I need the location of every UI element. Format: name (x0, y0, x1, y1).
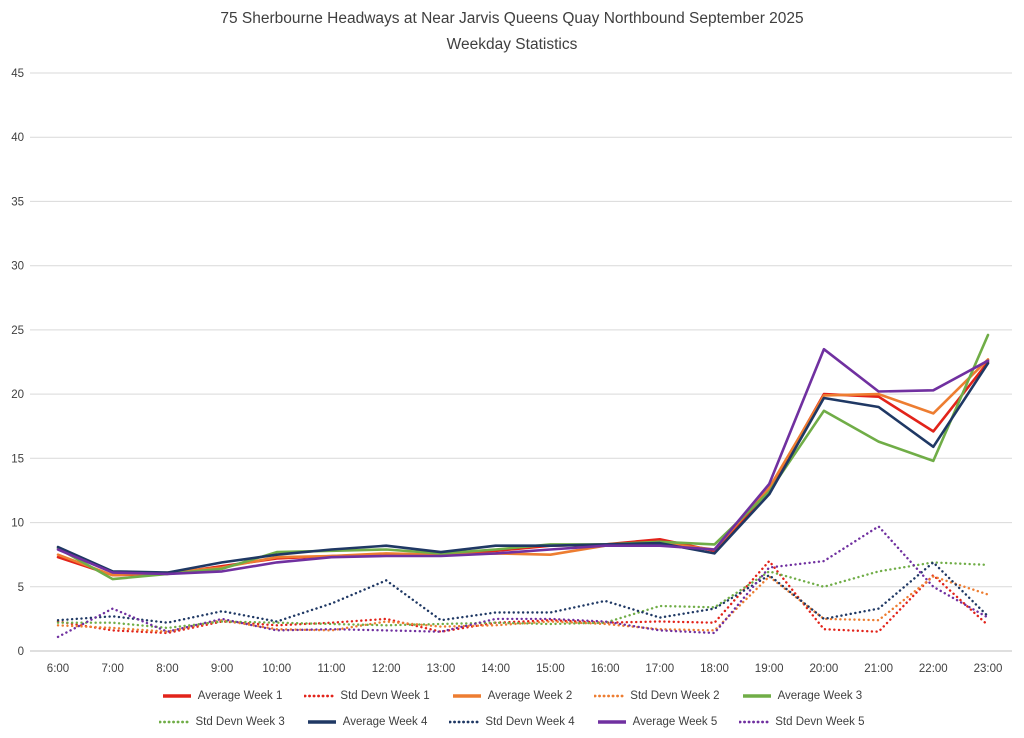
svg-text:45: 45 (11, 68, 24, 80)
svg-text:10: 10 (11, 518, 24, 530)
svg-text:30: 30 (11, 261, 24, 273)
legend-item-std-devn-week-3: Std Devn Week 3 (159, 716, 285, 728)
legend-line-sample (159, 720, 190, 724)
legend-line-sample (739, 720, 770, 724)
svg-text:13:00: 13:00 (427, 663, 456, 675)
legend-line-sample (307, 720, 336, 724)
svg-text:19:00: 19:00 (755, 663, 784, 675)
legend-label: Average Week 3 (777, 690, 863, 702)
legend-row-1: Average Week 1 Std Devn Week 1 Average W… (0, 690, 1024, 702)
svg-text:7:00: 7:00 (102, 663, 124, 675)
svg-text:40: 40 (11, 132, 24, 144)
svg-text:0: 0 (18, 646, 24, 658)
svg-text:8:00: 8:00 (156, 663, 178, 675)
svg-text:21:00: 21:00 (864, 663, 893, 675)
legend-line-sample (594, 694, 625, 698)
legend-label: Std Devn Week 4 (485, 716, 575, 728)
legend-line-sample (742, 694, 771, 698)
legend-item-std-devn-week-4: Std Devn Week 4 (449, 716, 575, 728)
svg-text:15:00: 15:00 (536, 663, 565, 675)
legend-line-sample (449, 720, 480, 724)
svg-text:20: 20 (11, 389, 24, 401)
svg-text:11:00: 11:00 (318, 663, 346, 675)
legend-label: Std Devn Week 3 (195, 716, 285, 728)
legend-item-average-week-1: Average Week 1 (162, 690, 283, 702)
legend-line-sample (162, 694, 191, 698)
svg-text:23:00: 23:00 (974, 663, 1003, 675)
svg-text:14:00: 14:00 (481, 663, 510, 675)
svg-text:35: 35 (11, 196, 24, 208)
legend-item-average-week-5: Average Week 5 (597, 716, 718, 728)
svg-text:12:00: 12:00 (372, 663, 401, 675)
legend-label: Std Devn Week 1 (340, 690, 430, 702)
legend-line-sample (452, 694, 481, 698)
legend-item-average-week-3: Average Week 3 (742, 690, 863, 702)
svg-text:6:00: 6:00 (47, 663, 69, 675)
svg-text:20:00: 20:00 (810, 663, 839, 675)
legend-item-average-week-2: Average Week 2 (452, 690, 573, 702)
legend-line-sample (304, 694, 335, 698)
svg-text:15: 15 (11, 453, 24, 465)
legend-label: Average Week 5 (632, 716, 718, 728)
legend-item-std-devn-week-2: Std Devn Week 2 (594, 690, 720, 702)
legend-label: Average Week 1 (197, 690, 283, 702)
chart-title: 75 Sherbourne Headways at Near Jarvis Qu… (0, 6, 1024, 58)
legend-label: Average Week 2 (487, 690, 573, 702)
legend-item-average-week-4: Average Week 4 (307, 716, 428, 728)
svg-text:17:00: 17:00 (645, 663, 674, 675)
legend-line-sample (597, 720, 626, 724)
legend-item-std-devn-week-5: Std Devn Week 5 (739, 716, 865, 728)
legend-item-std-devn-week-1: Std Devn Week 1 (304, 690, 430, 702)
chart-title-line2: Weekday Statistics (446, 36, 578, 53)
svg-text:18:00: 18:00 (700, 663, 729, 675)
legend-label: Average Week 4 (342, 716, 428, 728)
svg-text:22:00: 22:00 (919, 663, 948, 675)
svg-text:5: 5 (18, 582, 24, 594)
legend-label: Std Devn Week 2 (630, 690, 720, 702)
legend-label: Std Devn Week 5 (775, 716, 865, 728)
svg-text:25: 25 (11, 325, 24, 337)
svg-text:9:00: 9:00 (211, 663, 233, 675)
chart-title-line1: 75 Sherbourne Headways at Near Jarvis Qu… (220, 10, 804, 27)
svg-text:16:00: 16:00 (591, 663, 620, 675)
legend-row-2: Std Devn Week 3 Average Week 4 Std Devn … (0, 716, 1024, 728)
svg-text:10:00: 10:00 (262, 663, 291, 675)
